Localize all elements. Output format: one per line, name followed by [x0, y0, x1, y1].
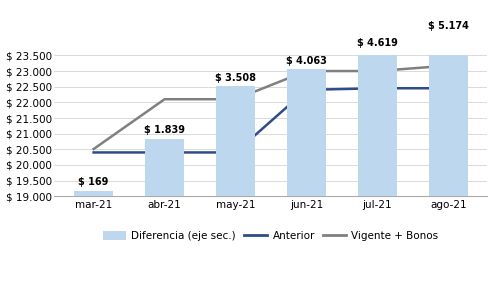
Text: $ 1.839: $ 1.839	[144, 125, 185, 135]
Text: $ 4.619: $ 4.619	[357, 38, 398, 48]
Anterior	[162, 151, 168, 154]
Text: $ 4.063: $ 4.063	[286, 56, 327, 65]
Bar	[145, 139, 184, 196]
Line: Anterior: Anterior	[94, 88, 448, 152]
Vigente + Bonos	[91, 147, 97, 151]
Anterior	[445, 86, 451, 90]
Text: $ 3.508: $ 3.508	[215, 73, 256, 83]
Bar	[429, 34, 468, 196]
Anterior	[304, 88, 310, 91]
Anterior	[233, 151, 239, 154]
Bar	[287, 69, 326, 196]
Text: $ 169: $ 169	[78, 178, 109, 187]
Vigente + Bonos	[233, 97, 239, 101]
Bar	[216, 86, 255, 196]
Text: $ 5.174: $ 5.174	[428, 21, 469, 31]
Vigente + Bonos	[374, 69, 380, 73]
Vigente + Bonos	[162, 97, 168, 101]
Legend: Diferencia (eje sec.), Anterior, Vigente + Bonos: Diferencia (eje sec.), Anterior, Vigente…	[99, 227, 443, 245]
Vigente + Bonos	[304, 69, 310, 73]
Bar	[358, 52, 397, 196]
Bar	[74, 191, 113, 196]
Vigente + Bonos	[445, 64, 451, 67]
Anterior	[374, 86, 380, 90]
Anterior	[91, 151, 97, 154]
Line: Vigente + Bonos: Vigente + Bonos	[94, 66, 448, 149]
